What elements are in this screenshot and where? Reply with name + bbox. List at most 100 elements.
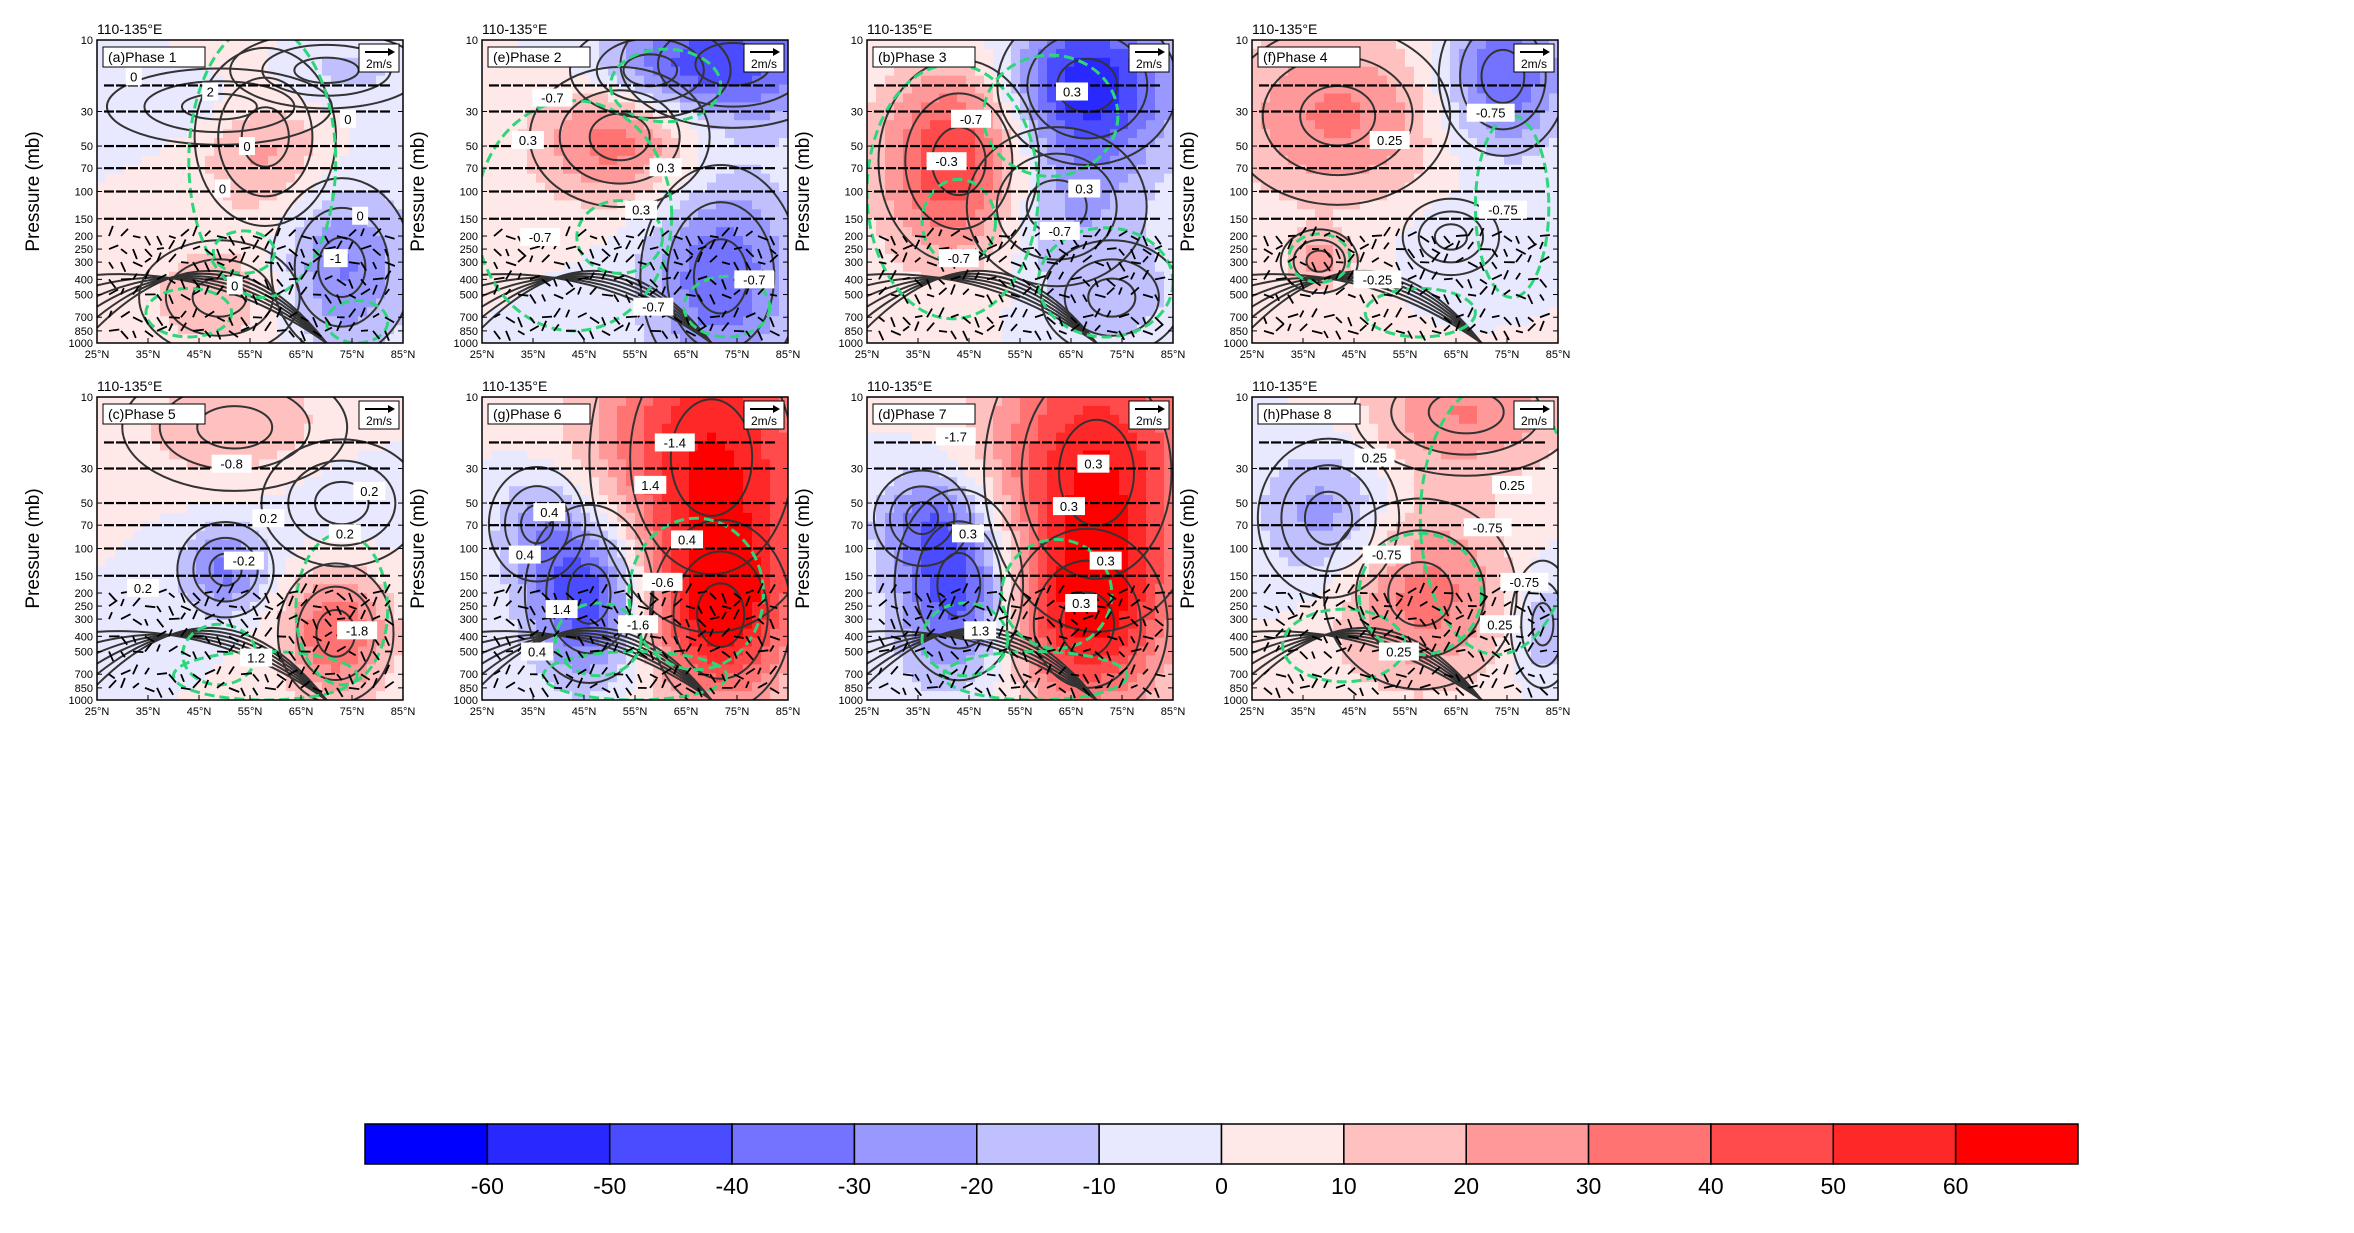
shading-cell bbox=[385, 164, 395, 175]
shading-cell bbox=[1011, 57, 1021, 68]
shading-cell bbox=[707, 298, 717, 308]
shading-cell bbox=[142, 227, 152, 237]
shading-cell bbox=[142, 200, 152, 210]
shading-cell bbox=[286, 253, 296, 264]
shading-cell bbox=[115, 280, 125, 291]
shading-cell bbox=[707, 75, 717, 86]
shading-cell bbox=[894, 75, 904, 86]
shading-cell bbox=[572, 111, 582, 121]
shading-cell bbox=[1038, 120, 1048, 130]
shading-cell bbox=[966, 262, 976, 273]
shading-cell bbox=[313, 48, 323, 59]
shading-cell bbox=[957, 307, 967, 317]
shading-cell bbox=[876, 155, 886, 166]
wind-arrow bbox=[745, 312, 756, 319]
shading-cell bbox=[572, 289, 582, 300]
shading-cell bbox=[304, 200, 314, 210]
shading-cell bbox=[1101, 191, 1111, 202]
wind-arrow bbox=[384, 330, 390, 342]
shading-cell bbox=[1092, 200, 1102, 210]
shading-cell bbox=[590, 75, 600, 86]
shading-cell bbox=[1119, 138, 1129, 148]
wind-arrow bbox=[493, 228, 503, 237]
shading-cell bbox=[1083, 102, 1093, 112]
shading-cell bbox=[394, 146, 403, 157]
shading-cell bbox=[232, 218, 242, 228]
shading-cell bbox=[707, 271, 717, 282]
shading-cell bbox=[617, 182, 627, 193]
shading-cell bbox=[187, 66, 197, 77]
shading-cell bbox=[653, 102, 663, 112]
x-tick-label: 45°N bbox=[187, 349, 212, 361]
shading-cell bbox=[1279, 75, 1289, 86]
shading-cell bbox=[867, 307, 877, 317]
shading-cell bbox=[259, 209, 269, 219]
wind-arrow bbox=[890, 330, 902, 336]
shading-cell bbox=[349, 48, 359, 59]
wind-arrow bbox=[974, 235, 979, 244]
shading-cell bbox=[509, 334, 519, 343]
shading-cell bbox=[500, 298, 510, 308]
shading-cell bbox=[1146, 164, 1156, 175]
shading-cell bbox=[698, 138, 708, 148]
shading-cell bbox=[268, 111, 278, 121]
shading-cell bbox=[867, 84, 877, 95]
shading-cell bbox=[1047, 129, 1057, 139]
shading-cell bbox=[876, 111, 886, 121]
shading-cell bbox=[142, 146, 152, 157]
shading-cell bbox=[912, 155, 922, 166]
shading-cell bbox=[1065, 57, 1075, 68]
shading-cell bbox=[1261, 111, 1271, 121]
shading-cell bbox=[716, 244, 726, 255]
shading-cell bbox=[331, 227, 341, 237]
shading-cell bbox=[500, 271, 510, 282]
shading-cell bbox=[394, 182, 403, 193]
shading-cell bbox=[608, 138, 618, 148]
shading-cell bbox=[178, 227, 188, 237]
shading-cell bbox=[527, 334, 537, 343]
shading-cell bbox=[1306, 155, 1316, 166]
shading-cell bbox=[966, 84, 976, 95]
shading-cell bbox=[545, 75, 555, 86]
wind-arrow bbox=[288, 229, 297, 237]
shading-cell bbox=[106, 84, 116, 95]
shading-cell bbox=[563, 111, 573, 121]
wind-arrow bbox=[601, 235, 608, 246]
shading-cell bbox=[1119, 182, 1129, 193]
shading-cell bbox=[876, 280, 886, 291]
shading-cell bbox=[1056, 262, 1066, 273]
shading-cell bbox=[779, 138, 788, 148]
shading-cell bbox=[894, 111, 904, 121]
wind-arrow bbox=[300, 330, 306, 342]
shading-cell bbox=[482, 209, 492, 219]
shading-cell bbox=[1252, 57, 1262, 68]
shading-cell bbox=[725, 334, 735, 343]
shading-cell bbox=[563, 236, 573, 246]
shading-cell bbox=[115, 209, 125, 219]
shading-cell bbox=[151, 146, 161, 157]
wind-arrow bbox=[661, 229, 670, 237]
shading-cell bbox=[491, 102, 501, 112]
shading-cell bbox=[124, 334, 134, 343]
green-contour-line bbox=[144, 286, 234, 339]
shading-cell bbox=[304, 66, 314, 77]
shading-cell bbox=[1146, 129, 1156, 139]
shading-cell bbox=[1029, 66, 1039, 77]
shading-cell bbox=[698, 173, 708, 184]
shading-cell bbox=[527, 164, 537, 175]
shading-cell bbox=[1315, 289, 1325, 300]
shading-cell bbox=[1252, 102, 1262, 112]
shading-cell bbox=[151, 102, 161, 112]
shading-cell bbox=[97, 84, 107, 95]
shading-cell bbox=[671, 120, 681, 130]
shading-cell bbox=[509, 218, 519, 228]
wind-arrow bbox=[613, 294, 620, 303]
shading-cell bbox=[205, 307, 215, 317]
shading-cell bbox=[599, 120, 609, 130]
shading-cell bbox=[1092, 227, 1102, 237]
shading-cell bbox=[1279, 325, 1289, 335]
shading-cell bbox=[1056, 209, 1066, 219]
shading-cell bbox=[581, 334, 591, 343]
shading-cell bbox=[867, 93, 877, 103]
shading-cell bbox=[385, 227, 395, 237]
